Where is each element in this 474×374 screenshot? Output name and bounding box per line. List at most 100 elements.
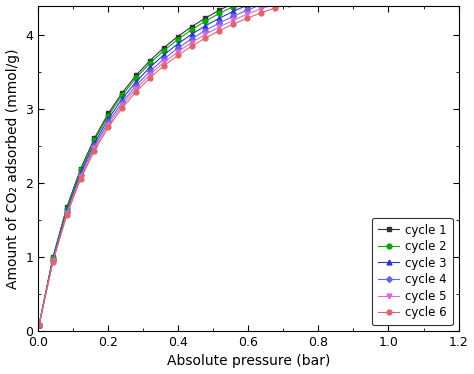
cycle 6	[300, 0, 305, 1]
cycle 4	[202, 28, 208, 33]
cycle 2	[91, 138, 97, 142]
Line: cycle 6: cycle 6	[36, 0, 444, 328]
cycle 4	[133, 83, 139, 88]
cycle 5	[50, 259, 56, 263]
cycle 6	[202, 36, 208, 40]
cycle 3	[50, 257, 56, 261]
cycle 6	[119, 106, 125, 110]
cycle 5	[230, 18, 236, 22]
cycle 5	[78, 175, 83, 180]
cycle 2	[230, 4, 236, 9]
cycle 1	[119, 91, 125, 95]
cycle 5	[106, 122, 111, 127]
cycle 3	[189, 32, 194, 37]
cycle 5	[272, 1, 278, 6]
X-axis label: Absolute pressure (bar): Absolute pressure (bar)	[166, 355, 330, 368]
cycle 2	[147, 61, 153, 65]
cycle 3	[64, 208, 70, 213]
cycle 5	[147, 73, 153, 77]
cycle 4	[244, 8, 250, 13]
cycle 6	[133, 89, 139, 94]
cycle 4	[106, 120, 111, 124]
cycle 2	[189, 28, 194, 32]
cycle 4	[147, 69, 153, 74]
cycle 4	[119, 100, 125, 104]
cycle 1	[133, 73, 139, 78]
cycle 6	[189, 44, 194, 49]
cycle 4	[230, 14, 236, 19]
cycle 2	[64, 206, 70, 211]
cycle 5	[91, 146, 97, 150]
cycle 1	[78, 166, 83, 171]
cycle 5	[217, 25, 222, 29]
cycle 5	[189, 40, 194, 45]
cycle 3	[147, 65, 153, 70]
cycle 3	[133, 80, 139, 84]
cycle 1	[217, 8, 222, 12]
cycle 5	[161, 60, 167, 65]
cycle 2	[106, 113, 111, 118]
Line: cycle 4: cycle 4	[37, 0, 443, 327]
Y-axis label: Amount of CO₂ adsorbed (mmol/g): Amount of CO₂ adsorbed (mmol/g)	[6, 48, 19, 289]
cycle 5	[286, 0, 292, 1]
cycle 4	[272, 0, 278, 2]
cycle 6	[91, 148, 97, 153]
Line: cycle 5: cycle 5	[36, 0, 444, 328]
cycle 1	[91, 136, 97, 141]
cycle 5	[36, 323, 42, 328]
cycle 3	[175, 42, 181, 46]
cycle 5	[119, 103, 125, 107]
cycle 4	[64, 210, 70, 215]
cycle 4	[189, 37, 194, 41]
cycle 6	[244, 16, 250, 21]
cycle 2	[244, 0, 250, 3]
cycle 2	[50, 256, 56, 260]
cycle 6	[230, 22, 236, 27]
cycle 4	[217, 21, 222, 25]
cycle 1	[106, 111, 111, 116]
cycle 6	[78, 177, 83, 181]
cycle 1	[230, 1, 236, 6]
cycle 5	[133, 86, 139, 91]
cycle 4	[78, 173, 83, 178]
cycle 6	[106, 125, 111, 129]
Line: cycle 3: cycle 3	[36, 0, 444, 328]
cycle 5	[258, 7, 264, 11]
cycle 6	[175, 53, 181, 58]
cycle 3	[106, 117, 111, 121]
cycle 4	[91, 144, 97, 148]
cycle 2	[119, 93, 125, 97]
cycle 3	[161, 53, 167, 57]
cycle 3	[36, 323, 42, 327]
cycle 1	[147, 58, 153, 63]
cycle 3	[230, 9, 236, 14]
cycle 6	[258, 11, 264, 15]
cycle 6	[64, 213, 70, 217]
cycle 3	[244, 3, 250, 7]
cycle 4	[50, 258, 56, 263]
Line: cycle 2: cycle 2	[36, 0, 444, 327]
cycle 2	[161, 48, 167, 53]
cycle 6	[147, 76, 153, 80]
cycle 6	[161, 64, 167, 68]
cycle 2	[217, 11, 222, 16]
cycle 2	[78, 168, 83, 173]
cycle 2	[202, 19, 208, 24]
cycle 4	[258, 3, 264, 7]
cycle 2	[36, 323, 42, 327]
cycle 5	[64, 211, 70, 216]
cycle 3	[202, 24, 208, 28]
Legend: cycle 1, cycle 2, cycle 3, cycle 4, cycle 5, cycle 6: cycle 1, cycle 2, cycle 3, cycle 4, cycl…	[372, 218, 453, 325]
cycle 1	[189, 25, 194, 29]
cycle 6	[272, 6, 278, 10]
cycle 1	[161, 46, 167, 50]
cycle 2	[175, 37, 181, 42]
Line: cycle 1: cycle 1	[36, 0, 444, 327]
cycle 6	[286, 1, 292, 6]
cycle 5	[202, 32, 208, 37]
cycle 1	[50, 255, 56, 260]
cycle 3	[78, 171, 83, 175]
cycle 1	[202, 16, 208, 20]
cycle 1	[36, 323, 42, 327]
cycle 6	[217, 28, 222, 33]
